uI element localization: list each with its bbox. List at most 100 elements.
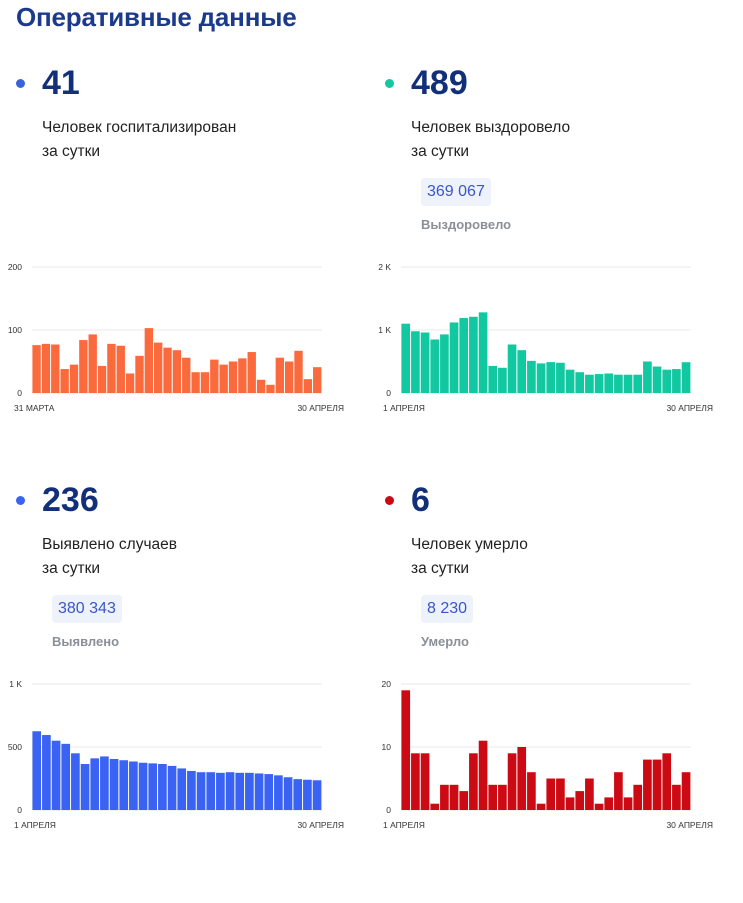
bar bbox=[575, 372, 585, 393]
bar bbox=[430, 803, 440, 810]
bar bbox=[254, 773, 264, 810]
bar bbox=[527, 772, 536, 810]
bar bbox=[681, 362, 691, 393]
bar bbox=[60, 369, 69, 393]
bar bbox=[109, 758, 119, 810]
y-tick-label: 0 bbox=[386, 388, 391, 398]
y-tick-label: 2 K bbox=[378, 262, 391, 272]
bar bbox=[430, 339, 440, 393]
bar bbox=[507, 753, 517, 810]
cases-bar-chart: 1 K 500 0 1 АПРЕЛЯ 30 АПРЕЛЯ bbox=[8, 679, 344, 830]
bar bbox=[42, 735, 51, 810]
total-value-chip: 369 067 bbox=[421, 178, 491, 206]
y-tick-label: 0 bbox=[17, 805, 22, 815]
bar bbox=[154, 342, 163, 393]
bar bbox=[313, 367, 322, 393]
y-tick-label: 1 K bbox=[9, 679, 22, 689]
bar bbox=[604, 373, 614, 393]
legend-dot-icon bbox=[16, 79, 25, 88]
total-label: Выявлено bbox=[52, 634, 120, 649]
bar bbox=[449, 322, 459, 393]
bar bbox=[266, 384, 275, 393]
bar bbox=[623, 374, 633, 393]
bar bbox=[275, 357, 284, 393]
bar bbox=[182, 357, 191, 393]
bar bbox=[119, 760, 129, 810]
bar bbox=[69, 364, 79, 393]
hospitalized-bar-chart: 200 100 0 31 МАРТА 30 АПРЕЛЯ bbox=[8, 262, 344, 413]
y-tick-label: 10 bbox=[382, 742, 392, 752]
bar bbox=[459, 791, 469, 810]
bar bbox=[604, 797, 614, 810]
bar bbox=[440, 334, 449, 393]
bar bbox=[228, 361, 238, 393]
stat-panel-hospitalized: 41 Человек госпитализирован за сутки 200… bbox=[8, 64, 366, 486]
total-value-chip: 380 343 bbox=[52, 595, 122, 623]
x-start-label: 31 МАРТА bbox=[14, 403, 55, 413]
bar bbox=[536, 363, 546, 393]
stat-panel-recovered: 489 Человек выздоровело за сутки 369 067… bbox=[378, 64, 735, 486]
stat-caption-line1: Человек госпитализирован bbox=[42, 119, 237, 136]
bar bbox=[556, 778, 565, 810]
bar bbox=[614, 374, 623, 393]
bar bbox=[61, 743, 71, 810]
bar bbox=[274, 775, 283, 810]
bar bbox=[100, 756, 109, 810]
stat-caption: Выявлено случаев за сутки bbox=[42, 533, 302, 581]
bar bbox=[79, 340, 88, 393]
bar bbox=[71, 753, 80, 810]
y-tick-label: 20 bbox=[382, 679, 392, 689]
total-label: Выздоровело bbox=[421, 217, 512, 232]
recovered-bar-chart: 2 K 1 K 0 1 АПРЕЛЯ 30 АПРЕЛЯ bbox=[378, 262, 713, 413]
bar bbox=[633, 784, 643, 810]
bar bbox=[517, 747, 527, 810]
x-start-label: 1 АПРЕЛЯ bbox=[14, 820, 56, 830]
bar bbox=[210, 359, 219, 393]
bar bbox=[191, 372, 200, 393]
stat-panel-deaths: 6 Человек умерло за сутки 8 230 Умерло 2… bbox=[382, 481, 735, 903]
bar bbox=[459, 318, 469, 393]
bar bbox=[284, 361, 294, 393]
stat-caption-line1: Человек умерло bbox=[411, 536, 528, 553]
bar bbox=[97, 365, 107, 393]
bar bbox=[80, 764, 90, 810]
bar bbox=[420, 753, 430, 810]
x-end-label: 30 АПРЕЛЯ bbox=[297, 820, 344, 830]
bar bbox=[167, 765, 177, 810]
legend-dot-icon bbox=[16, 496, 25, 505]
bar bbox=[256, 379, 266, 393]
y-tick-label: 500 bbox=[8, 742, 22, 752]
bar bbox=[507, 344, 517, 393]
bar bbox=[135, 355, 144, 393]
bar bbox=[469, 753, 478, 810]
bar bbox=[420, 332, 430, 393]
bar bbox=[196, 772, 206, 810]
bar bbox=[565, 369, 575, 393]
stat-caption-line1: Человек выздоровело bbox=[411, 119, 571, 136]
bar bbox=[216, 772, 225, 810]
bar bbox=[478, 740, 488, 810]
deaths-bar-chart: 20 10 0 1 АПРЕЛЯ 30 АПРЕЛЯ bbox=[382, 679, 713, 830]
bar bbox=[225, 772, 235, 810]
bar bbox=[401, 323, 411, 393]
bar bbox=[440, 784, 449, 810]
bar bbox=[556, 362, 565, 393]
y-tick-label: 200 bbox=[8, 262, 22, 272]
bar bbox=[585, 778, 594, 810]
stat-caption-line2: за сутки bbox=[42, 560, 101, 577]
bar bbox=[643, 759, 652, 810]
bar bbox=[312, 780, 322, 810]
bar bbox=[623, 797, 633, 810]
stat-caption-line2: за сутки bbox=[411, 143, 470, 160]
bar bbox=[672, 784, 681, 810]
bar bbox=[527, 360, 536, 393]
stat-panel-cases: 236 Выявлено случаев за сутки 380 343 Вы… bbox=[8, 481, 366, 903]
y-tick-label: 0 bbox=[386, 805, 391, 815]
bar bbox=[294, 350, 303, 393]
bar bbox=[125, 373, 135, 393]
legend-dot-icon bbox=[385, 496, 394, 505]
stat-caption-line1: Выявлено случаев bbox=[42, 536, 177, 553]
bar bbox=[303, 779, 312, 810]
bar bbox=[51, 740, 61, 810]
bar bbox=[148, 763, 158, 810]
